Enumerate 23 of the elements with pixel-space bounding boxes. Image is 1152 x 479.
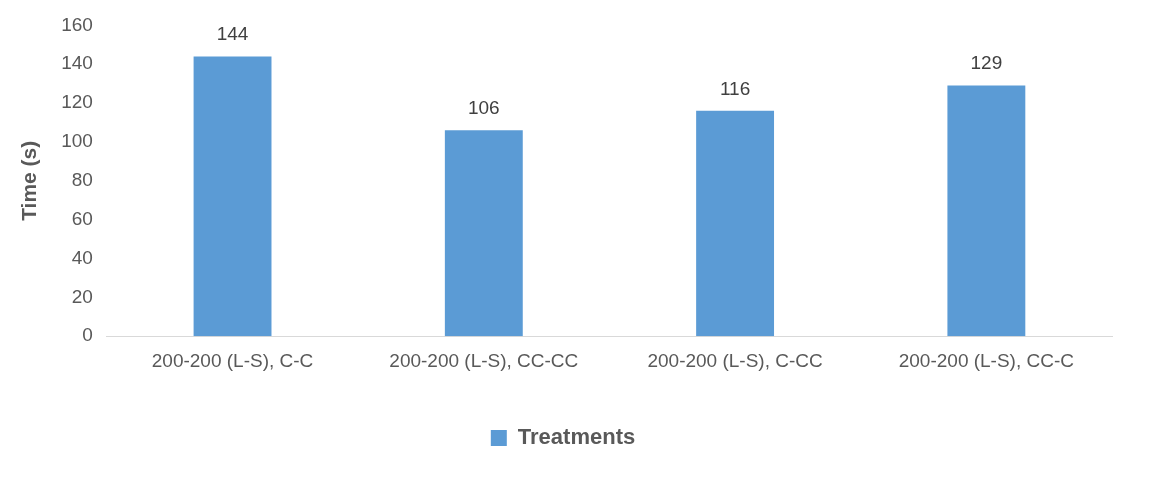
x-tick-label: 200-200 (L-S), CC-C	[898, 349, 1074, 371]
data-label: 116	[719, 77, 751, 99]
data-label: 144	[216, 23, 249, 45]
x-tick-label: 200-200 (L-S), C-C	[151, 349, 314, 371]
x-tick-label: 200-200 (L-S), C-CC	[647, 349, 823, 371]
y-tick-label: 100	[61, 130, 93, 152]
y-tick-label: 20	[71, 285, 93, 307]
bar	[444, 130, 523, 337]
legend-label: Treatments	[517, 424, 636, 450]
x-tick-label: 200-200 (L-S), CC-CC	[389, 349, 579, 371]
y-tick-label: 0	[82, 324, 93, 346]
bar	[696, 110, 775, 337]
data-label: 106	[467, 97, 500, 119]
data-label: 129	[970, 52, 1003, 74]
y-tick-label: 160	[61, 13, 93, 35]
y-tick-label: 40	[71, 246, 93, 268]
bar	[193, 56, 272, 337]
bar	[947, 85, 1026, 337]
y-tick-label: 80	[71, 169, 93, 191]
y-tick-label: 60	[71, 207, 93, 229]
y-tick-label: 140	[61, 52, 93, 74]
y-tick-label: 120	[61, 91, 93, 113]
y-axis-title: Time (s)	[17, 140, 41, 221]
